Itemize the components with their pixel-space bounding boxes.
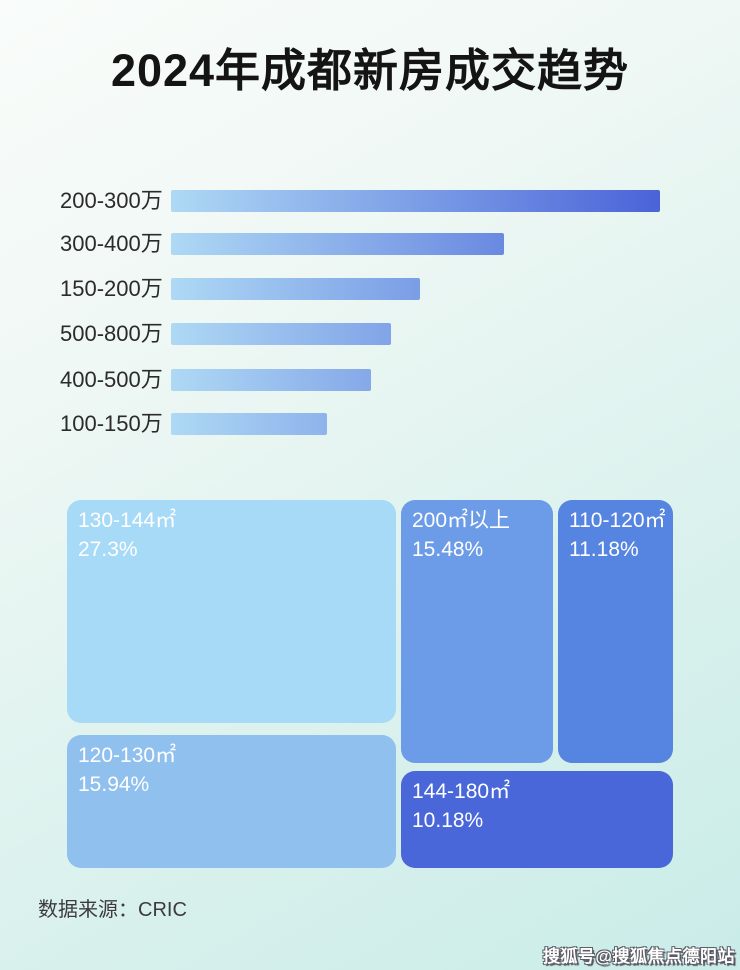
bar-row: 200-300万 (0, 190, 740, 212)
bar-label: 100-150万 (60, 411, 163, 436)
area-share-treemap: 130-144㎡ 27.3% 120-130㎡ 15.94% 200㎡以上 15… (67, 500, 673, 868)
watermark-text: 搜狐号@搜狐焦点德阳站 (542, 947, 735, 966)
price-band-bar-chart: 200-300万 300-400万 150-200万 500-800万 400-… (0, 190, 740, 435)
bar-row: 100-150万 (0, 413, 740, 435)
treemap-block-value: 27.3% (78, 538, 138, 561)
bar-fill (171, 278, 420, 300)
bar-fill (171, 190, 660, 212)
treemap-block: 110-120㎡ 11.18% (558, 500, 673, 763)
bar-row: 300-400万 (0, 233, 740, 255)
bar-fill (171, 233, 504, 255)
bar-label: 300-400万 (60, 231, 163, 256)
treemap-block-label: 130-144㎡ (78, 509, 177, 532)
treemap-block: 144-180㎡ 10.18% (401, 771, 673, 868)
bar-row: 500-800万 (0, 323, 740, 345)
bar-fill (171, 323, 391, 345)
treemap-block-label: 144-180㎡ (412, 780, 511, 803)
bar-label: 400-500万 (60, 367, 163, 392)
treemap-block: 200㎡以上 15.48% (401, 500, 553, 763)
bar-label: 500-800万 (60, 321, 163, 346)
treemap-block-value: 10.18% (412, 809, 484, 832)
bar-label: 150-200万 (60, 276, 163, 301)
page-title: 2024年成都新房成交趋势 (110, 45, 630, 96)
treemap-block-value: 11.18% (569, 538, 639, 561)
treemap-block-label: 200㎡以上 (412, 509, 511, 532)
bar-row: 400-500万 (0, 369, 740, 391)
bar-label: 200-300万 (60, 188, 163, 213)
treemap-block-label: 120-130㎡ (78, 744, 177, 767)
treemap-block-value: 15.48% (412, 538, 484, 561)
bar-row: 150-200万 (0, 278, 740, 300)
bar-fill (171, 413, 327, 435)
treemap-block: 130-144㎡ 27.3% (67, 500, 396, 723)
treemap-block: 120-130㎡ 15.94% (67, 735, 396, 868)
data-source-note: 数据来源：CRIC (38, 899, 187, 921)
treemap-block-label: 110-120㎡ (569, 509, 666, 532)
bar-fill (171, 369, 371, 391)
treemap-block-value: 15.94% (78, 773, 150, 796)
